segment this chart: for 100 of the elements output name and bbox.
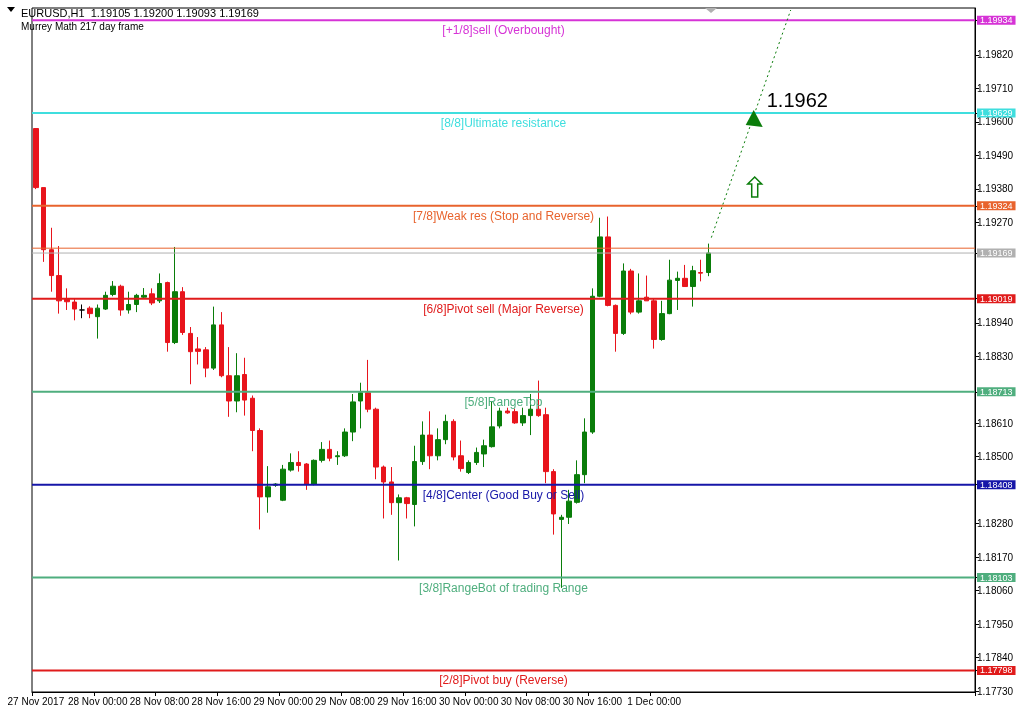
candlestick (257, 427, 263, 530)
candlestick (79, 303, 85, 319)
x-tick-label: 30 Nov 16:00 (562, 695, 623, 707)
candlestick (466, 459, 471, 475)
y-tick-label: 1.19019 (980, 293, 1013, 304)
candlestick (698, 259, 703, 282)
candlestick (505, 407, 510, 415)
candlestick (242, 357, 247, 417)
y-tick-label: 1.17798 (980, 665, 1013, 676)
candlestick (373, 407, 379, 480)
candlestick (126, 291, 131, 315)
candlestick (265, 465, 271, 514)
ref-line-label: [+1/8]sell (Overbought) (442, 23, 565, 38)
candlestick (304, 462, 309, 491)
y-tick-label: 1.17730 (977, 685, 1014, 697)
candlestick (621, 262, 626, 336)
y-tick-label: 1.19820 (977, 49, 1014, 61)
y-tick-label: 1.18408 (980, 479, 1013, 490)
candlestick (296, 450, 301, 473)
y-tick-label: 1.18500 (977, 451, 1014, 463)
candlestick (203, 346, 209, 378)
candlestick (172, 246, 178, 345)
x-tick-label: 28 Nov 00:00 (67, 695, 128, 707)
ref-line-label: [3/8]RangeBot of trading Range (419, 580, 589, 595)
y-tick-label: 1.18830 (977, 350, 1014, 362)
candlestick (590, 287, 595, 435)
candlestick (327, 440, 332, 462)
candlestick (613, 303, 618, 353)
candlestick (435, 427, 441, 461)
x-tick-label: 30 Nov 08:00 (500, 695, 561, 707)
candlestick (335, 450, 340, 466)
candlestick (49, 227, 54, 293)
x-tick-label: 30 Nov 00:00 (438, 695, 499, 707)
candlestick (219, 311, 224, 378)
candlestick (33, 128, 39, 190)
candlestick (636, 272, 642, 315)
candlestick (311, 458, 317, 486)
y-tick-label: 1.19270 (977, 216, 1014, 228)
annotation: 1.1962 (766, 89, 828, 113)
candlestick (41, 187, 46, 263)
candlestick (659, 300, 665, 342)
x-tick-label: 29 Nov 08:00 (315, 695, 376, 707)
candlestick (350, 393, 356, 442)
y-tick-label: 1.19600 (977, 116, 1014, 128)
candlestick (675, 271, 680, 311)
candlestick (288, 452, 294, 473)
candlestick (358, 382, 363, 429)
candlestick (512, 408, 518, 425)
text: Murrey Math 217 day frame (21, 20, 145, 32)
candlestick (427, 410, 433, 470)
ref-line-label: [8/8]Ultimate resistance (440, 116, 567, 131)
y-tick-label: 1.17840 (977, 652, 1014, 664)
candlestick (404, 496, 410, 519)
candlestick (250, 395, 255, 452)
candlestick (520, 407, 526, 427)
y-tick-label: 1.18280 (977, 518, 1014, 530)
y-tick-label: 1.19490 (977, 149, 1014, 161)
candlestick (211, 306, 216, 371)
y-tick-label: 1.18713 (980, 386, 1013, 397)
x-tick-label: 29 Nov 00:00 (253, 695, 314, 707)
candlestick (543, 407, 549, 484)
candlestick (195, 336, 201, 365)
y-tick-label: 1.18103 (980, 572, 1013, 583)
candlestick (389, 466, 394, 516)
candlestick (582, 417, 587, 484)
y-tick-label: 1.18940 (977, 317, 1014, 329)
y-tick-label: 1.19324 (980, 200, 1013, 211)
candlestick (682, 264, 688, 288)
candlestick (474, 447, 479, 466)
candlestick (188, 326, 193, 385)
candlestick (597, 217, 603, 298)
ref-line-label: [6/8]Pivot sell (Major Reverse) (423, 301, 584, 316)
x-tick-label: 29 Nov 16:00 (377, 695, 438, 707)
candlestick (95, 303, 100, 340)
candlestick (87, 305, 93, 319)
candlestick (690, 265, 696, 308)
candlestick (396, 493, 402, 561)
x-tick-label: 27 Nov 2017 (7, 695, 65, 707)
candlestick (443, 414, 448, 445)
ref-line-label: [2/8]Pivot buy (Reverse) (439, 673, 568, 688)
y-tick-label: 1.19934 (980, 15, 1013, 26)
ref-line-label: [7/8]Weak res (Stop and Reverse) (412, 208, 595, 223)
candlestick (412, 445, 417, 527)
y-tick-label: 1.19710 (977, 82, 1014, 94)
x-tick-label: 28 Nov 16:00 (191, 695, 252, 707)
x-tick-label: 28 Nov 08:00 (129, 695, 190, 707)
candlestick (141, 287, 147, 300)
candlestick (234, 352, 240, 413)
y-tick-label: 1.18060 (977, 585, 1014, 597)
candlestick (319, 441, 325, 463)
candlestick (110, 280, 116, 297)
candlestick (420, 420, 425, 466)
candlestick (451, 418, 456, 461)
x-tick-label: 1 Dec 00:00 (627, 695, 682, 707)
candlestick (381, 465, 386, 519)
candlestick (458, 440, 464, 473)
y-tick-label: 1.19169 (980, 248, 1013, 259)
candlestick (226, 346, 232, 418)
candlestick (706, 243, 711, 277)
candlestick (342, 427, 348, 458)
